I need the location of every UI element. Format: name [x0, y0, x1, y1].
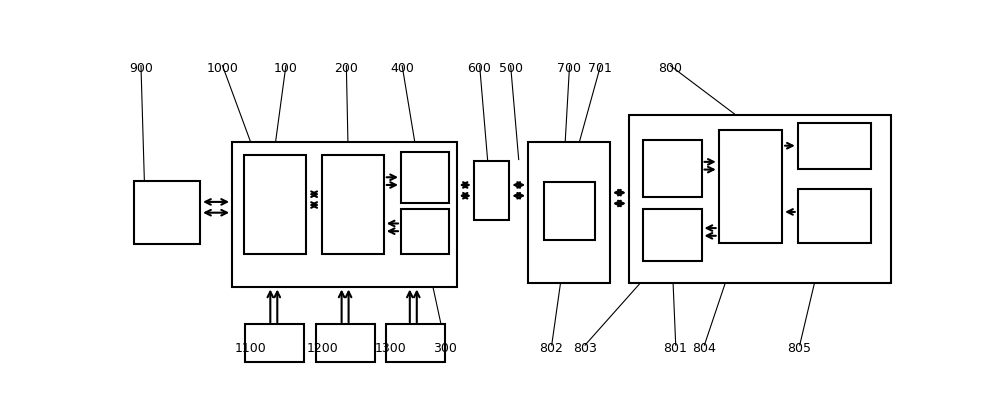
- Text: 701: 701: [588, 62, 612, 75]
- Bar: [322, 156, 384, 254]
- Bar: [798, 123, 871, 169]
- Text: 300: 300: [433, 341, 457, 354]
- Text: 700: 700: [557, 62, 581, 75]
- Bar: [474, 162, 509, 220]
- Text: 500: 500: [499, 62, 523, 75]
- Bar: [401, 209, 449, 254]
- Bar: [798, 190, 871, 243]
- Text: 805: 805: [788, 341, 812, 354]
- Bar: [134, 182, 200, 244]
- Text: 801: 801: [664, 341, 688, 354]
- Bar: [643, 209, 702, 261]
- Bar: [544, 183, 595, 241]
- Text: 1300: 1300: [375, 341, 406, 354]
- Text: 400: 400: [390, 62, 414, 75]
- Bar: [245, 324, 304, 362]
- Bar: [401, 152, 449, 203]
- Bar: [232, 142, 457, 287]
- Bar: [629, 116, 891, 283]
- Text: 600: 600: [468, 62, 491, 75]
- Text: 100: 100: [274, 62, 298, 75]
- Bar: [528, 142, 610, 283]
- Bar: [386, 324, 445, 362]
- Text: 1100: 1100: [235, 341, 267, 354]
- Text: 800: 800: [658, 62, 682, 75]
- Text: 1000: 1000: [206, 62, 238, 75]
- Bar: [643, 140, 702, 197]
- Text: 1200: 1200: [307, 341, 339, 354]
- Text: 804: 804: [692, 341, 716, 354]
- Text: 200: 200: [334, 62, 358, 75]
- Text: 802: 802: [540, 341, 564, 354]
- Text: 900: 900: [129, 62, 153, 75]
- Bar: [316, 324, 375, 362]
- Bar: [244, 156, 306, 254]
- Bar: [719, 131, 782, 243]
- Text: 803: 803: [573, 341, 597, 354]
